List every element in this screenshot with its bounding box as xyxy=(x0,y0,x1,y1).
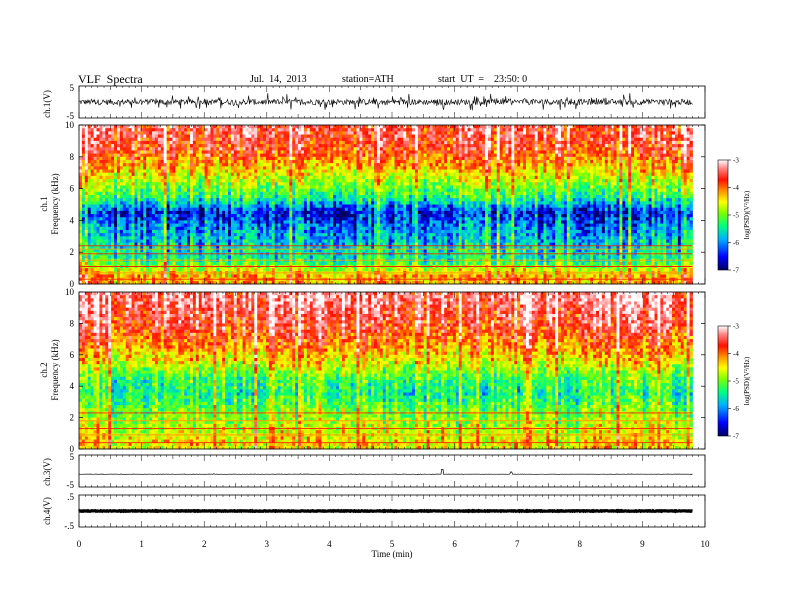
colorbar-tick-label: -7 xyxy=(733,433,739,441)
ch1-colorbar-label: log(PSD)(V²/Hz) xyxy=(743,190,751,239)
time-tick-label: 0 xyxy=(77,539,82,549)
time-tick-label: 1 xyxy=(139,539,144,549)
ch1-channel-label: ch.1 xyxy=(39,196,49,211)
colorbar-tick-label: -4 xyxy=(733,184,739,192)
ch2-channel-label: ch.2 xyxy=(39,362,49,377)
ch3-ytick-top: 5 xyxy=(70,452,75,462)
time-tick-label: 10 xyxy=(701,539,711,549)
time-tick-label: 4 xyxy=(327,539,332,549)
spec-ytick-label: 0 xyxy=(70,444,75,454)
ch1-wave-trace xyxy=(78,93,693,111)
spec-ytick-label: 2 xyxy=(70,413,75,423)
time-tick-label: 7 xyxy=(515,539,520,549)
ch2-spectrogram-image xyxy=(79,292,705,450)
time-tick-label: 3 xyxy=(265,539,270,549)
colorbar-tick-label: -6 xyxy=(733,239,739,247)
colorbar-tick-label: -3 xyxy=(733,323,739,331)
time-tick-label: 6 xyxy=(452,539,457,549)
ch4-wave-ylabel: ch.4(V) xyxy=(42,497,52,525)
ch2-frequency-label: Frequency (kHz) xyxy=(50,339,60,400)
ch3-ytick-bottom: -5 xyxy=(67,480,75,490)
ch1-colorbar-ticks: -3 -4 -5 -6 -7 xyxy=(728,157,739,275)
time-axis-tick-labels: 0 1 2 3 4 5 6 7 8 9 10 xyxy=(77,539,710,549)
ch4-ytick-top: .5 xyxy=(67,492,74,502)
ch3-wave-trace xyxy=(79,469,693,476)
spec-ytick-label: 2 xyxy=(70,247,75,257)
ch2-colorbar-ticks: -3 -4 -5 -6 -7 xyxy=(728,323,739,441)
spec-ytick-label: 10 xyxy=(65,287,75,297)
figure-title: VLF Spectra xyxy=(78,72,143,87)
ch1-spectrogram-panel: 0 2 4 6 8 10 ch.1 Frequency (kHz) -3 -4 -5 -6 -7 … xyxy=(39,120,751,289)
time-tick-label: 8 xyxy=(578,539,583,549)
ch1-ytick-bottom: -5 xyxy=(67,111,75,121)
ch2-colorbar-label: log(PSD)(V²/Hz) xyxy=(743,356,751,405)
ch4-ytick-bottom: -.5 xyxy=(64,521,74,531)
time-tick-label: 2 xyxy=(202,539,207,549)
station-label: station=ATH xyxy=(342,74,394,85)
ch1-spec-yticks: 0 2 4 6 8 10 xyxy=(65,120,705,289)
spec-ytick-label: 8 xyxy=(70,318,75,328)
ch2-colorbar: -3 -4 -5 -6 -7 log(PSD)(V²/Hz) xyxy=(717,323,751,441)
ch1-spectrogram-image xyxy=(79,125,705,285)
colorbar-tick-label: -5 xyxy=(733,212,739,220)
time-tick-label: 9 xyxy=(640,539,645,549)
ch1-colorbar-scale xyxy=(717,159,729,271)
time-axis-ticks xyxy=(78,86,706,527)
ch1-ytick-top: 5 xyxy=(70,83,75,93)
ch2-colorbar-scale xyxy=(717,325,729,437)
spec-ytick-label: 4 xyxy=(70,381,75,391)
colorbar-tick-label: -6 xyxy=(733,405,739,413)
spec-ytick-label: 6 xyxy=(70,350,75,360)
spec-ytick-label: 6 xyxy=(70,184,75,194)
time-axis-label: Time (min) xyxy=(372,549,413,559)
ch2-spec-yticks: 0 2 4 6 8 10 xyxy=(65,287,705,454)
spec-ytick-label: 10 xyxy=(65,120,75,130)
date-label: Jul. 14, 2013 xyxy=(250,74,307,85)
spec-ytick-label: 8 xyxy=(70,152,75,162)
ch2-spectrogram-panel: 0 2 4 6 8 10 ch.2 Frequency (kHz) -3 -4 -5 -6 -7 … xyxy=(39,287,751,454)
start-time-label: start UT = 23:50: 0 xyxy=(438,74,527,85)
colorbar-tick-label: -7 xyxy=(733,267,739,275)
spec-ytick-label: 4 xyxy=(70,215,75,225)
ch4-wave-trace xyxy=(77,508,693,514)
colorbar-tick-label: -3 xyxy=(733,157,739,165)
ch1-frequency-label: Frequency (kHz) xyxy=(50,173,60,234)
ch3-wave-ylabel: ch.3(V) xyxy=(42,458,52,486)
ch1-wave-ylabel: ch.1(V) xyxy=(42,90,52,118)
ch1-colorbar: -3 -4 -5 -6 -7 log(PSD)(V²/Hz) xyxy=(717,157,751,275)
colorbar-tick-label: -4 xyxy=(733,350,739,358)
time-tick-label: 5 xyxy=(390,539,395,549)
spec-ytick-label: 0 xyxy=(70,279,75,289)
colorbar-tick-label: -5 xyxy=(733,378,739,386)
